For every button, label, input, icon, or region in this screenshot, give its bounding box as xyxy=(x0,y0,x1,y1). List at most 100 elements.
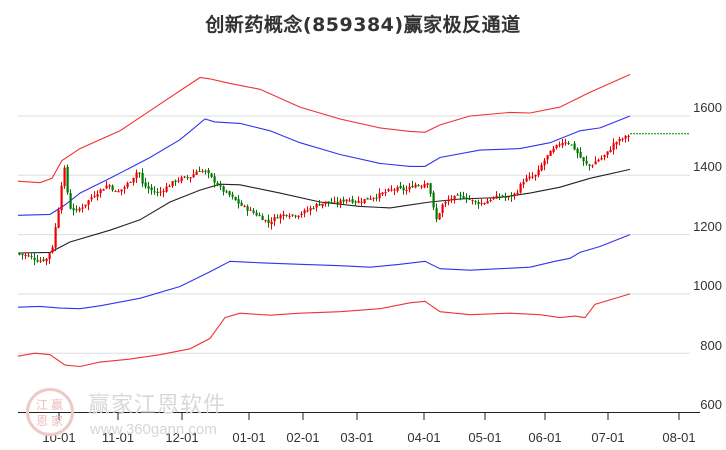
candle-up xyxy=(627,135,630,138)
candle-down xyxy=(510,195,513,197)
candle-up xyxy=(384,192,387,194)
candle-down xyxy=(579,152,582,158)
candle-up xyxy=(615,141,618,145)
candle-down xyxy=(210,173,213,177)
candle-down xyxy=(477,202,480,205)
candle-up xyxy=(165,186,168,192)
candle-down xyxy=(570,144,573,146)
candle-up xyxy=(288,215,291,217)
candle-down xyxy=(585,160,588,164)
candle-up xyxy=(519,183,522,193)
candle-up xyxy=(390,189,393,191)
candle-up xyxy=(609,149,612,152)
candle-up xyxy=(438,213,441,220)
candle-up xyxy=(123,187,126,189)
candle-up xyxy=(612,143,615,150)
band-mid xyxy=(17,168,631,254)
candle-down xyxy=(225,191,228,193)
candle-up xyxy=(507,196,510,198)
candle-up xyxy=(513,193,516,196)
candle-down xyxy=(465,197,468,199)
candle-up xyxy=(357,200,360,203)
candle-up xyxy=(480,203,483,205)
candle-up xyxy=(48,253,51,260)
candle-up xyxy=(543,160,546,166)
candle-up xyxy=(321,203,324,206)
candle-up xyxy=(171,181,174,186)
candle-up xyxy=(324,201,327,204)
candle-up xyxy=(87,200,90,205)
candle-down xyxy=(573,143,576,150)
candle-down xyxy=(138,172,141,174)
candle-up xyxy=(591,165,594,167)
candle-up xyxy=(618,138,621,142)
candle-down xyxy=(258,214,261,216)
candle-down xyxy=(582,157,585,162)
candle-up xyxy=(243,205,246,207)
candle-up xyxy=(621,138,624,140)
candle-down xyxy=(294,215,297,217)
candle-up xyxy=(486,201,489,204)
candle-down xyxy=(576,148,579,154)
candle-down xyxy=(474,201,477,203)
y-tick-1000: 1000 xyxy=(693,278,722,293)
candle-up xyxy=(546,155,549,160)
candle-up xyxy=(489,199,492,201)
candle-up xyxy=(162,190,165,192)
candle-down xyxy=(456,194,459,196)
candle-down xyxy=(330,202,333,204)
candle-up xyxy=(441,204,444,213)
candle-up xyxy=(447,200,450,202)
candle-up xyxy=(195,171,198,175)
candle-up xyxy=(603,155,606,158)
candle-up xyxy=(414,184,417,188)
candle-up xyxy=(552,148,555,153)
candle-up xyxy=(537,169,540,176)
candle-down xyxy=(468,198,471,200)
candle-up xyxy=(600,158,603,160)
candle-up xyxy=(270,221,273,225)
x-tick-label: 01-01 xyxy=(232,430,266,445)
candle-up xyxy=(63,167,66,187)
candle-up xyxy=(249,209,252,211)
candle-down xyxy=(186,177,189,179)
y-tick-800: 800 xyxy=(700,338,722,353)
candle-up xyxy=(561,142,564,146)
candle-up xyxy=(291,214,294,216)
candle-up xyxy=(423,184,426,188)
candle-up xyxy=(54,227,57,248)
candle-up xyxy=(129,181,132,183)
candle-down xyxy=(276,217,279,219)
candle-down xyxy=(432,192,435,208)
candle-up xyxy=(393,189,396,191)
candle-down xyxy=(219,185,222,187)
band-outer_upper xyxy=(17,73,631,184)
candle-up xyxy=(117,191,120,193)
candle-up xyxy=(420,186,423,188)
candle-down xyxy=(240,202,243,206)
candle-up xyxy=(159,191,162,193)
y-tick-1400: 1400 xyxy=(693,159,722,174)
candle-down xyxy=(327,201,330,203)
band-inner_upper xyxy=(17,115,631,216)
candle-up xyxy=(450,199,453,201)
candle-up xyxy=(564,142,567,144)
candle-up xyxy=(453,195,456,201)
candle-down xyxy=(21,254,24,256)
candle-down xyxy=(72,208,75,211)
band-outer_lower xyxy=(17,293,631,368)
candle-up xyxy=(57,209,60,228)
candle-up xyxy=(168,186,171,188)
candle-down xyxy=(411,186,414,188)
candle-up xyxy=(396,187,399,191)
chart-title: 创新药概念(859384)赢家极反通道 xyxy=(205,14,521,36)
candle-up xyxy=(45,258,48,262)
x-tick-label: 07-01 xyxy=(591,430,625,445)
candle-down xyxy=(156,192,159,194)
candle-down xyxy=(36,260,39,262)
candle-up xyxy=(102,189,105,191)
candle-up xyxy=(177,180,180,182)
candle-down xyxy=(207,170,210,174)
candle-up xyxy=(303,210,306,214)
